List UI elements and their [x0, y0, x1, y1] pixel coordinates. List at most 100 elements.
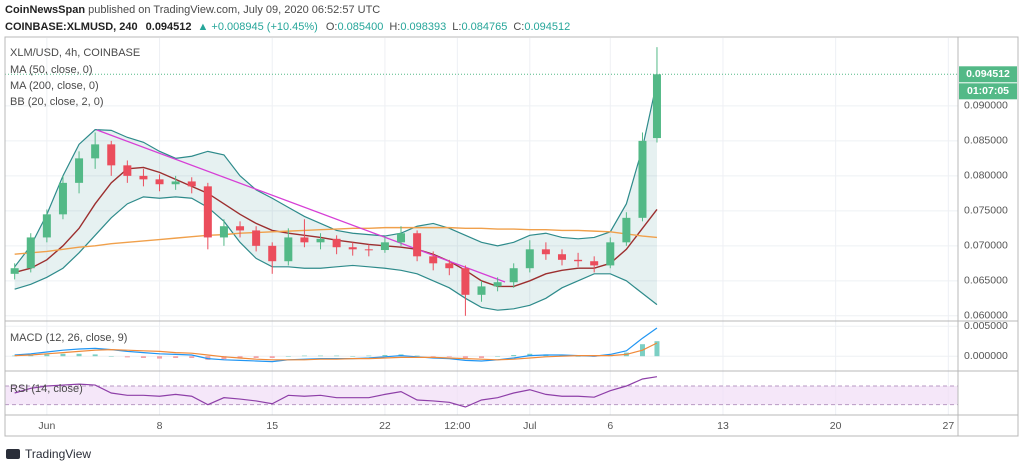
rsi-line — [14, 376, 658, 408]
x-tick-label: 13 — [717, 420, 729, 432]
candle-body — [284, 237, 293, 262]
x-tick-label: 27 — [942, 420, 954, 432]
last-price-box — [959, 66, 1017, 83]
candle-body — [606, 242, 615, 266]
candle-body — [652, 74, 661, 139]
x-tick-label: 15 — [266, 420, 278, 432]
macd-histogram — [301, 355, 307, 357]
candle-body — [316, 238, 325, 243]
bb-line — [14, 196, 658, 311]
macd-histogram — [479, 356, 484, 358]
macd-histogram — [60, 353, 66, 357]
candle-body — [187, 181, 196, 187]
x-tick-label: Jul — [523, 420, 536, 432]
candle-body — [397, 233, 406, 243]
macd-histogram — [382, 355, 388, 357]
candle-body — [445, 263, 454, 269]
candle-body — [509, 268, 518, 283]
y-tick-label: 0.070000 — [964, 240, 1008, 252]
y-tick-label: 0.075000 — [964, 205, 1008, 217]
countdown-box — [959, 83, 1017, 100]
macd-histogram — [350, 356, 356, 357]
logo-icon — [6, 449, 20, 459]
last-price-label: 0.094512 — [966, 68, 1010, 80]
quote-line: COINBASE:XLMUSD, 240 0.094512 ▲ +0.008945 (… — [5, 21, 570, 33]
candle-body — [461, 268, 470, 295]
macd-histogram — [253, 356, 259, 358]
legend-entry: MA (200, close, 0) — [10, 80, 99, 92]
x-tick-label: 22 — [379, 420, 391, 432]
candle-body — [107, 144, 116, 166]
legend-entry: BB (20, close, 2, 0) — [10, 96, 104, 108]
candle-body — [429, 256, 438, 264]
x-tick-label: Jun — [38, 420, 55, 432]
x-tick-label: 12:00 — [444, 420, 470, 432]
candle-body — [171, 181, 180, 185]
last-price: 0.094512 — [146, 21, 192, 33]
candle-body — [477, 286, 486, 295]
y-tick-label: 0.085000 — [964, 135, 1008, 147]
candle-body — [219, 226, 228, 238]
candle-body — [236, 226, 245, 231]
rsi-title: RSI (14, close) — [10, 383, 83, 395]
macd-histogram — [495, 356, 501, 357]
bb-line — [14, 81, 658, 268]
y-tick-label: 0.065000 — [964, 275, 1008, 287]
plot-area: Jun 8 15 22 12:00 Jul 6 13 20 27 0.060000 0.065000 0… — [5, 38, 1017, 432]
countdown: 01:07:05 — [967, 85, 1009, 97]
candle-body — [364, 249, 373, 251]
candle-body — [493, 282, 502, 287]
macd-histogram — [366, 355, 372, 357]
candle-body — [26, 237, 35, 269]
candle-body — [525, 249, 534, 269]
macd-histogram — [173, 356, 179, 358]
macd-histogram — [140, 356, 146, 358]
ohlc-value: 0.094512 — [524, 21, 570, 33]
macd-histogram — [285, 356, 291, 357]
macd-histogram — [446, 356, 452, 357]
y-tick-label: 0.060000 — [964, 310, 1008, 322]
candle-body — [622, 217, 631, 243]
candle-body — [413, 233, 422, 257]
candle-body — [203, 186, 212, 238]
macd-histogram — [189, 356, 195, 358]
macd-histogram — [462, 356, 468, 358]
candle-body — [42, 214, 51, 238]
candle-body — [75, 158, 84, 183]
y-tick-label: 0.005000 — [964, 320, 1008, 332]
macd-histogram — [157, 356, 163, 359]
macd-histogram — [108, 356, 114, 357]
candle-body — [139, 175, 148, 180]
candle-body — [380, 242, 389, 251]
candle-body — [123, 165, 132, 176]
author: CoinNewsSpan — [5, 4, 85, 16]
candle-body — [155, 179, 164, 185]
macd-histogram — [430, 356, 436, 357]
macd-histogram — [44, 354, 50, 357]
candle-body — [541, 249, 550, 255]
candle-body — [252, 230, 261, 246]
candle-body — [574, 259, 583, 262]
macd-histogram — [511, 355, 517, 357]
macd-histogram — [124, 356, 130, 358]
ohlc-label: C: — [513, 21, 524, 33]
up-arrow: ▲ — [198, 21, 209, 33]
ohlc-label: L: — [452, 21, 461, 33]
y-tick-label: 0.090000 — [964, 100, 1008, 112]
candle-body — [58, 182, 67, 215]
candle-body — [590, 261, 599, 266]
candle-body — [332, 238, 341, 248]
macd-histogram — [575, 356, 581, 357]
y-tick-label: 0.000000 — [964, 350, 1008, 362]
candle-body — [557, 254, 566, 260]
change: +0.008945 (+10.45%) — [211, 21, 317, 33]
main-title: XLM/USD, 4h, COINBASE — [10, 47, 140, 59]
x-tick-label: 6 — [607, 420, 613, 432]
macd-histogram — [414, 355, 420, 357]
candle-body — [348, 247, 357, 250]
ohlc-value: 0.084765 — [461, 21, 507, 33]
macd-histogram — [269, 356, 275, 358]
candle-body — [300, 237, 309, 243]
candle-body — [10, 268, 19, 274]
